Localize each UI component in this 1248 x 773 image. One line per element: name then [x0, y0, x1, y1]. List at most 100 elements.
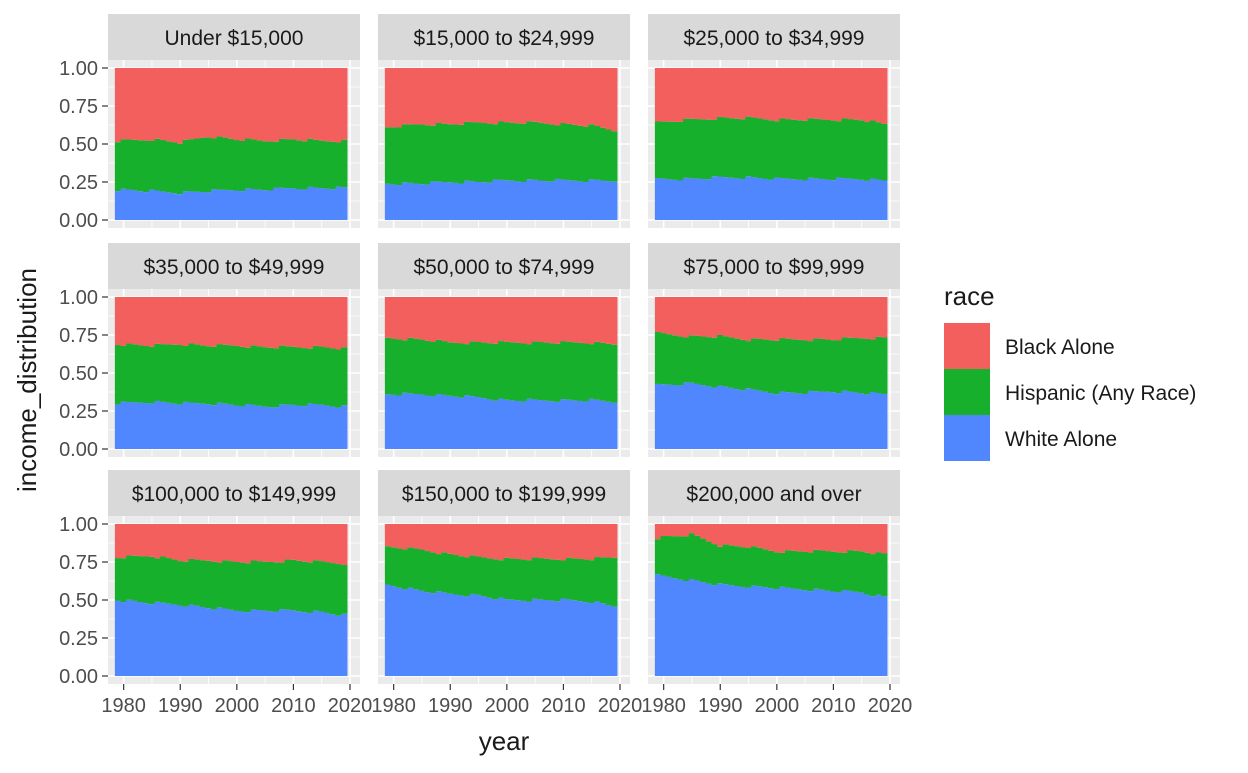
area-mark-black-alone: [654, 524, 662, 540]
area-mark-hispanic: [447, 342, 454, 396]
area-mark-hispanic: [216, 344, 223, 403]
facet-strip-label: $200,000 and over: [686, 483, 861, 506]
area-mark-black-alone: [554, 524, 561, 560]
area-mark-black-alone: [424, 524, 431, 552]
area-mark-hispanic: [577, 342, 584, 401]
area-mark-black-alone: [666, 68, 673, 122]
area-mark-black-alone: [756, 524, 763, 548]
area-mark-black-alone: [548, 68, 556, 125]
area-mark-hispanic: [543, 342, 550, 401]
area-mark-black-alone: [745, 524, 752, 549]
area-mark-hispanic: [396, 548, 403, 588]
area-mark-hispanic: [418, 549, 426, 591]
area-mark-black-alone: [295, 68, 303, 141]
x-tick-label: 1990: [428, 695, 473, 717]
area-mark-hispanic: [469, 341, 477, 397]
area-mark-hispanic: [751, 117, 758, 178]
area-mark-hispanic: [481, 342, 488, 399]
area-mark-hispanic: [858, 551, 865, 593]
area-mark-hispanic: [261, 561, 269, 611]
area-mark-hispanic: [717, 116, 724, 177]
area-mark-white-alone: [469, 593, 477, 676]
area-mark-black-alone: [188, 68, 195, 140]
area-mark-white-alone: [565, 399, 573, 449]
facet-strip-label: $15,000 to $24,999: [413, 27, 594, 50]
area-mark-hispanic: [120, 345, 127, 402]
area-mark-black-alone: [418, 68, 426, 125]
area-mark-black-alone: [475, 524, 482, 557]
area-mark-black-alone: [588, 524, 595, 561]
area-mark-white-alone: [413, 393, 420, 449]
area-mark-black-alone: [199, 68, 207, 138]
area-mark-white-alone: [728, 585, 735, 676]
area-mark-hispanic: [114, 558, 122, 601]
area-mark-hispanic: [486, 558, 493, 598]
area-mark-black-alone: [216, 524, 223, 563]
area-mark-hispanic: [835, 552, 843, 593]
area-mark-hispanic: [666, 536, 673, 577]
area-mark-hispanic: [688, 533, 696, 580]
area-mark-hispanic: [256, 346, 263, 406]
area-mark-hispanic: [807, 118, 814, 178]
area-mark-hispanic: [131, 344, 139, 403]
area-mark-hispanic: [503, 557, 510, 600]
area-mark-black-alone: [830, 524, 837, 552]
area-mark-white-alone: [273, 187, 280, 220]
area-mark-white-alone: [762, 391, 769, 449]
area-mark-black-alone: [605, 524, 612, 558]
area-mark-white-alone: [660, 384, 667, 449]
area-mark-black-alone: [278, 68, 286, 139]
area-mark-black-alone: [768, 297, 775, 341]
area-mark-black-alone: [824, 524, 831, 552]
area-mark-black-alone: [779, 524, 786, 553]
area-mark-black-alone: [205, 68, 212, 138]
area-mark-hispanic: [722, 336, 730, 387]
area-mark-white-alone: [114, 600, 122, 676]
area-mark-black-alone: [835, 524, 843, 553]
area-mark-hispanic: [498, 560, 505, 598]
area-mark-white-alone: [588, 603, 595, 676]
area-mark-black-alone: [739, 297, 747, 340]
area-mark-hispanic: [875, 336, 882, 393]
area-mark-black-alone: [312, 68, 320, 140]
area-mark-black-alone: [143, 68, 150, 141]
area-mark-hispanic: [413, 338, 420, 394]
area-mark-white-alone: [543, 181, 550, 220]
area-mark-white-alone: [222, 608, 229, 676]
area-mark-white-alone: [335, 615, 342, 676]
area-mark-black-alone: [683, 68, 690, 119]
area-mark-white-alone: [245, 612, 252, 676]
area-mark-white-alone: [582, 602, 590, 676]
area-mark-hispanic: [779, 118, 786, 179]
area-mark-hispanic: [120, 139, 127, 189]
area-mark-hispanic: [384, 546, 392, 585]
area-mark-black-alone: [660, 524, 667, 536]
area-mark-white-alone: [120, 602, 127, 676]
area-mark-hispanic: [160, 344, 167, 402]
area-mark-hispanic: [813, 118, 820, 179]
area-mark-white-alone: [768, 588, 775, 676]
area-mark-black-alone: [824, 297, 831, 340]
y-tick-label: 0.00: [59, 210, 98, 232]
area-mark-white-alone: [599, 400, 607, 449]
area-mark-hispanic: [858, 120, 865, 180]
area-mark-black-alone: [728, 524, 735, 546]
area-mark-hispanic: [594, 557, 601, 602]
area-mark-white-alone: [458, 397, 465, 449]
area-mark-hispanic: [498, 121, 505, 180]
area-mark-hispanic: [290, 559, 297, 611]
area-mark-black-alone: [779, 297, 786, 339]
area-mark-black-alone: [137, 297, 144, 346]
area-mark-hispanic: [881, 337, 888, 394]
area-mark-black-alone: [785, 297, 792, 339]
area-mark-black-alone: [841, 297, 848, 338]
area-mark-hispanic: [430, 552, 437, 594]
area-mark-black-alone: [801, 297, 809, 341]
area-mark-hispanic: [324, 562, 331, 613]
area-mark-black-alone: [841, 68, 848, 119]
area-mark-hispanic: [841, 552, 848, 590]
area-mark-hispanic: [654, 331, 662, 384]
area-mark-hispanic: [188, 343, 195, 403]
area-mark-hispanic: [722, 117, 730, 178]
